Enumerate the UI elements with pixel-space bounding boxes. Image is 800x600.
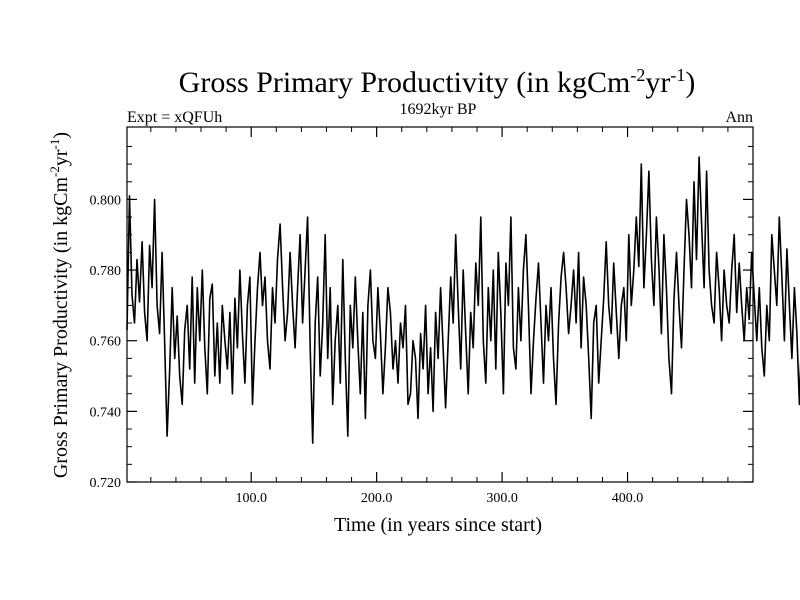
subtitle-left: Expt = xQFUh	[127, 109, 222, 126]
chart-title: Gross Primary Productivity (in kgCm-2yr-…	[179, 65, 696, 99]
y-axis-label: Gross Primary Productivity (in kgCm-2yr-…	[47, 132, 72, 478]
y-axis: 0.720 0.740 0.760 0.780 0.800	[90, 145, 753, 491]
subtitle-center: 1692kyr BP	[400, 101, 477, 118]
y-tick-label: 0.760	[90, 335, 122, 350]
x-tick-label: 300.0	[486, 491, 518, 506]
subtitle-right: Ann	[725, 109, 753, 126]
x-tick-label: 100.0	[235, 491, 267, 506]
x-tick-label: 400.0	[612, 491, 644, 506]
x-tick-label: 200.0	[361, 491, 393, 506]
y-tick-label: 0.780	[90, 264, 122, 279]
x-axis-label: Time (in years since start)	[334, 514, 542, 536]
y-tick-label: 0.800	[90, 193, 122, 208]
x-axis: 100.0 200.0 300.0 400.0	[150, 127, 729, 506]
series-line	[126, 156, 800, 444]
y-tick-label: 0.720	[90, 476, 122, 491]
y-tick-label: 0.740	[90, 405, 122, 420]
